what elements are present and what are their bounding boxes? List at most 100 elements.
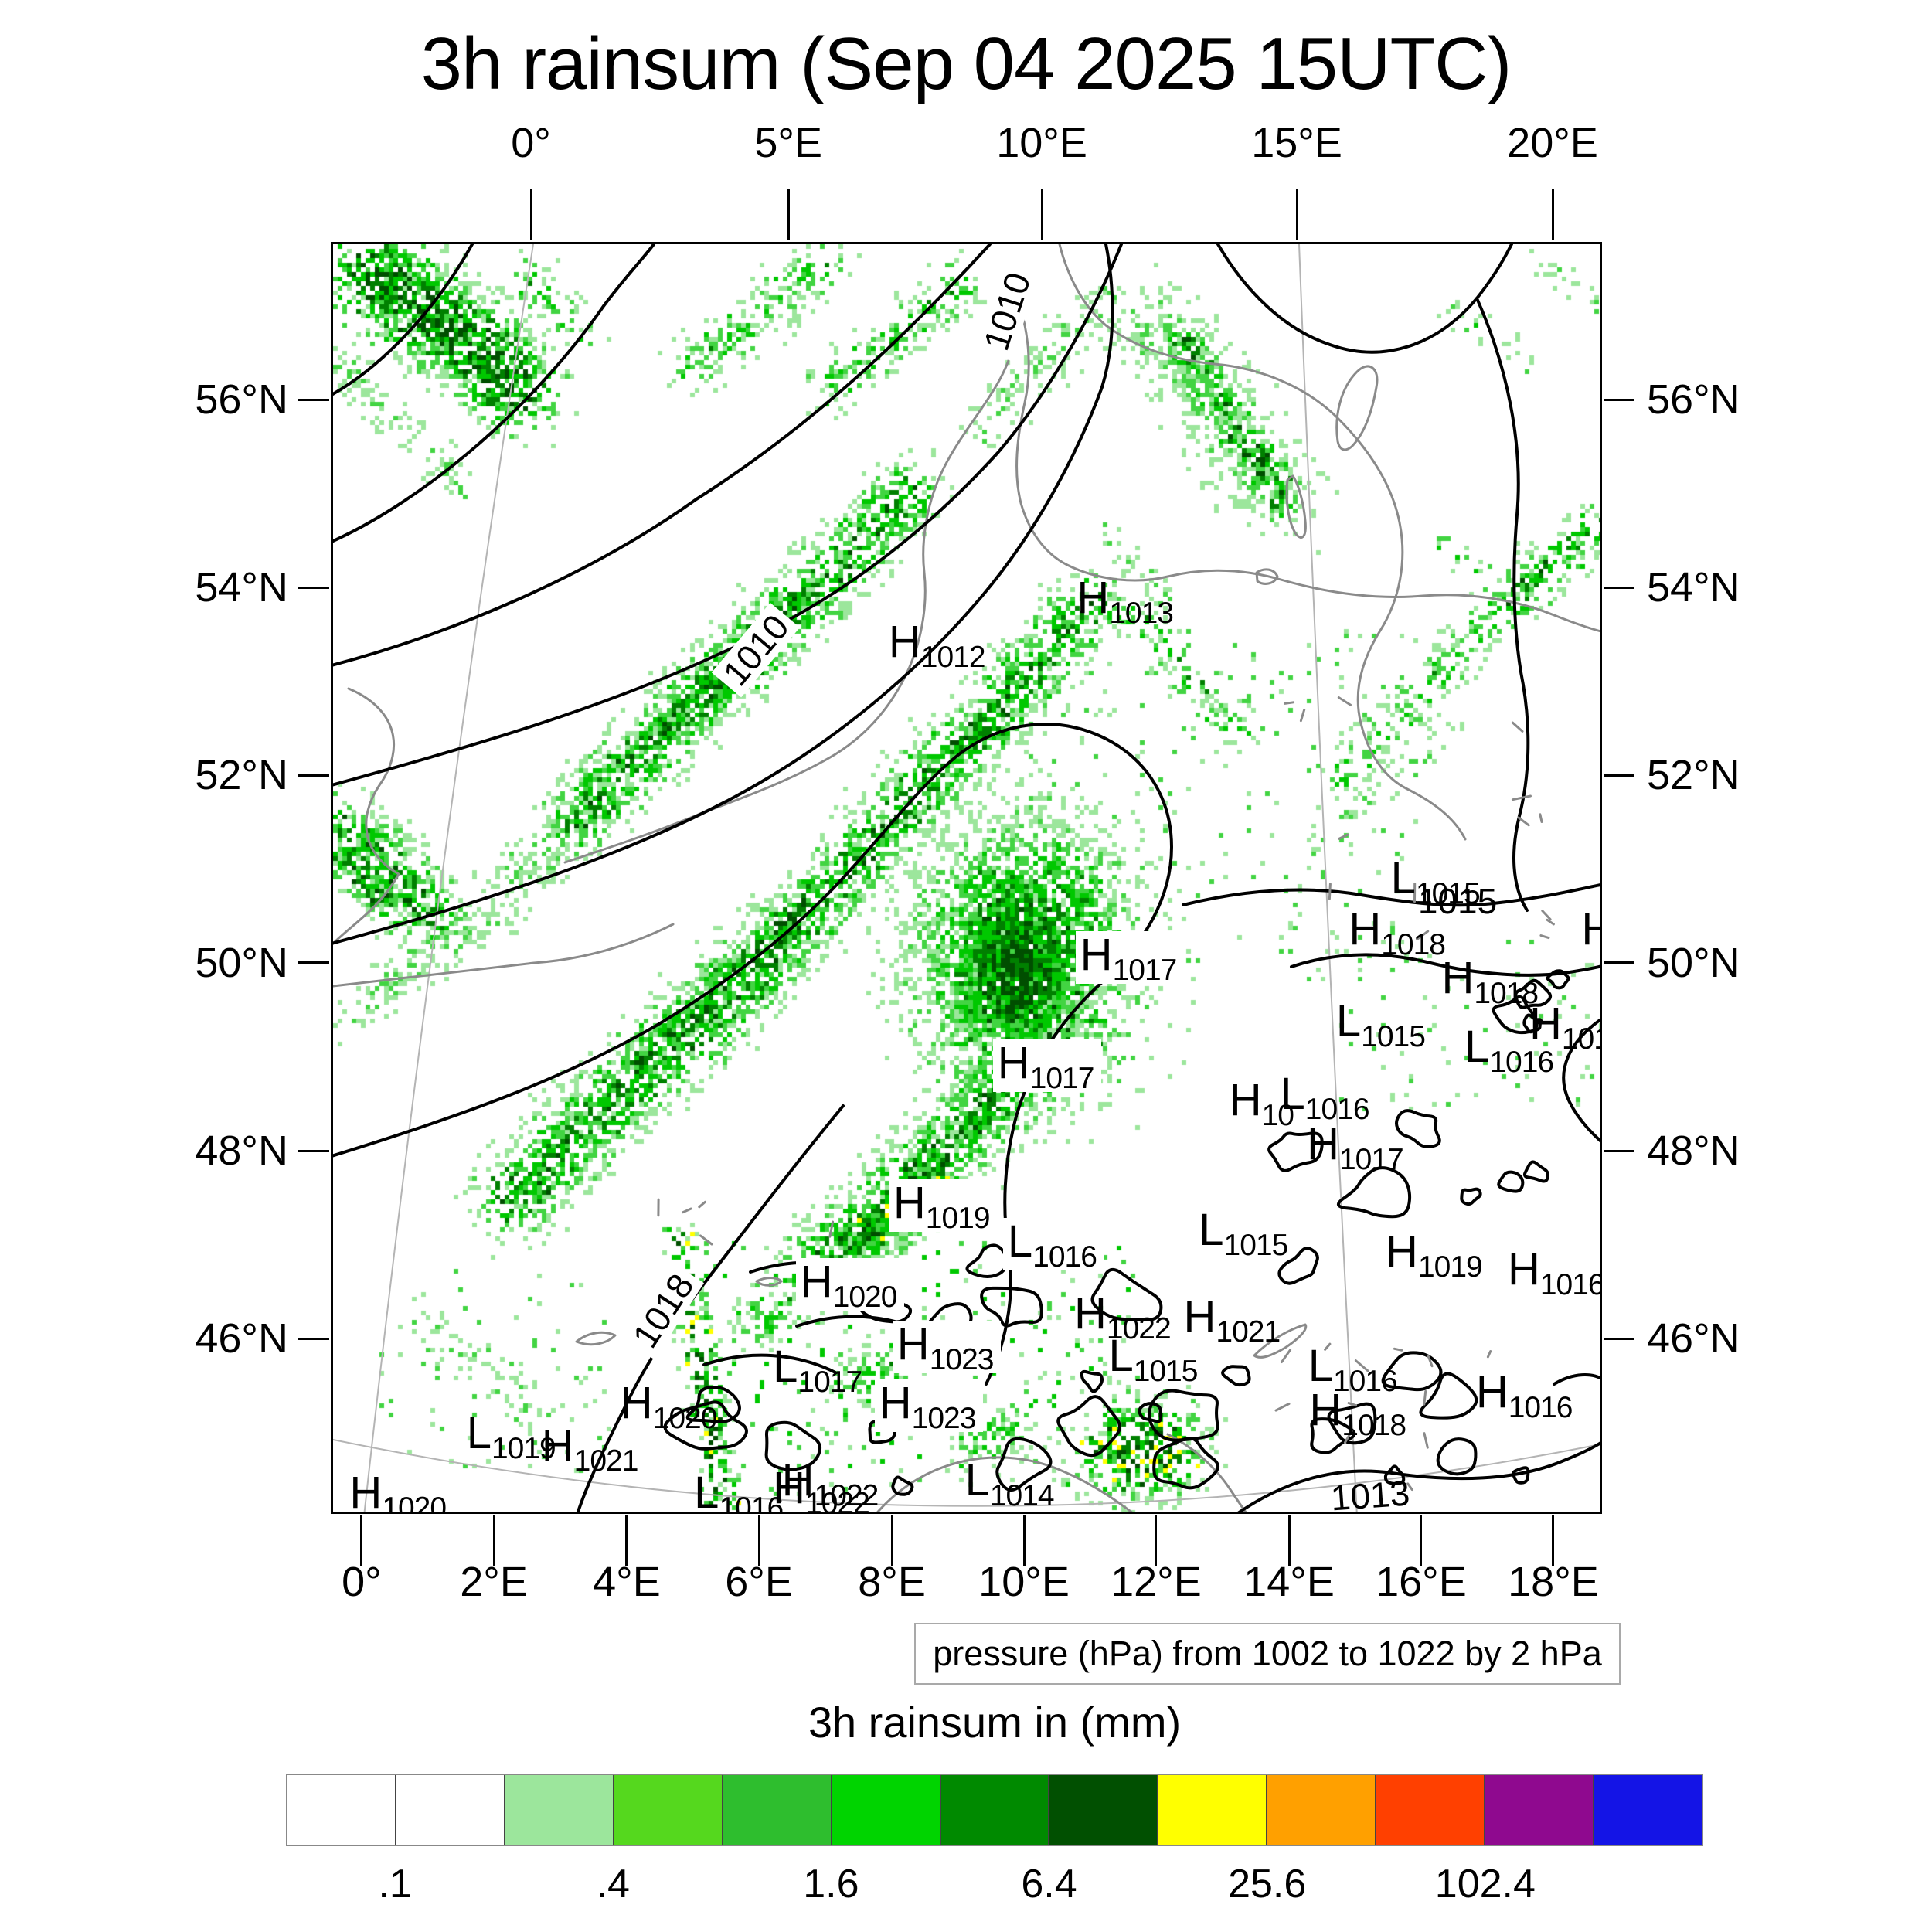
high-pressure-marker: H1017: [992, 1039, 1102, 1094]
high-pressure-marker: H1018: [1529, 1001, 1600, 1054]
top-axis-label: 5°E: [754, 120, 823, 166]
map-panel: H1013H1012L1015H1018H1018H1L1015H1018L10…: [331, 242, 1602, 1514]
isobar: [1216, 244, 1513, 354]
low-pressure-marker: L1014: [965, 1458, 1055, 1511]
axis-tick: [1604, 961, 1634, 964]
isobar-closed: [1267, 1131, 1324, 1172]
high-pressure-marker: H1012: [889, 620, 986, 673]
high-pressure-marker: H1018: [1441, 955, 1539, 1009]
axis-tick: [1420, 1515, 1423, 1566]
low-pressure-marker: L1016: [694, 1468, 784, 1514]
left-axis-label: 56°N: [195, 376, 288, 423]
pressure-value: 1021: [1216, 1315, 1281, 1349]
low-pressure-marker: L1015: [1108, 1333, 1198, 1386]
pressure-letter: L: [694, 1468, 719, 1514]
terrain-dash: [1347, 1402, 1357, 1407]
pressure-value: 1016: [1539, 1267, 1602, 1301]
coastline-northsea-jutland: [563, 297, 1019, 864]
low-pressure-marker: L1019: [467, 1411, 556, 1464]
isobar-closed: [980, 1286, 1043, 1328]
isobar: [1237, 1441, 1600, 1512]
coastline-bornholm: [1255, 568, 1279, 585]
axis-tick: [298, 1337, 329, 1340]
isobar-closed: [1512, 1466, 1530, 1485]
isobar-closed: [1080, 1369, 1104, 1393]
coastline-scandinavia: [1058, 244, 1467, 841]
pressure-value: 1016: [1332, 1364, 1398, 1398]
coastline-lake-balaton: [1253, 1323, 1308, 1359]
terrain-dash: [1511, 794, 1532, 801]
high-pressure-marker: H1023: [892, 1319, 1002, 1375]
isobar: [1182, 883, 1600, 907]
bottom-axis-label: 14°E: [1243, 1559, 1335, 1605]
pressure-letter: H: [879, 1377, 912, 1428]
terrain-dash: [1328, 883, 1332, 900]
isobar-closed: [891, 1475, 914, 1496]
isobar: [333, 244, 655, 543]
right-axis-label: 56°N: [1647, 376, 1740, 423]
colorbar-tick-label: 102.4: [1434, 1862, 1536, 1906]
pressure-value: 1019: [491, 1432, 556, 1465]
graticule-meridian-15E: [1298, 244, 1358, 1512]
isobar-closed: [1492, 995, 1539, 1035]
axis-tick: [298, 961, 329, 964]
isobar-closed: [1436, 1437, 1478, 1476]
pressure-value: 1016: [719, 1492, 784, 1514]
terrain-dash: [1417, 930, 1430, 940]
pressure-letter: H: [1386, 1226, 1418, 1277]
terrain-dash: [1281, 1349, 1292, 1363]
coastline-baltic-south: [1015, 297, 1600, 633]
pressure-value: 1022: [814, 1478, 879, 1512]
terrain-dash: [1511, 721, 1524, 733]
high-pressure-marker: H10: [1230, 1077, 1294, 1131]
high-pressure-marker: H1: [1581, 907, 1600, 952]
isobar-closed: [1090, 1267, 1163, 1321]
pressure-letter: H: [1080, 930, 1113, 981]
pressure-value: 1016: [1032, 1240, 1097, 1274]
low-pressure-marker: L1016: [1002, 1217, 1104, 1272]
pressure-value: 1017: [798, 1366, 862, 1400]
terrain-dash: [828, 1220, 835, 1238]
isobar-closed: [1460, 1187, 1482, 1206]
left-axis-label: 46°N: [195, 1315, 288, 1362]
axis-tick: [298, 774, 329, 777]
pressure-value: 1022: [805, 1486, 870, 1514]
colorbar-segment: [614, 1775, 723, 1845]
left-axis-label: 50°N: [195, 939, 288, 986]
colorbar-segment: [1049, 1775, 1159, 1845]
isobar-1010: [333, 244, 992, 667]
isobar: [1475, 297, 1530, 912]
axis-tick: [492, 1515, 495, 1566]
axis-tick: [757, 1515, 760, 1566]
pressure-letter: L: [773, 1342, 798, 1393]
pressure-letter: H: [896, 1319, 930, 1370]
low-pressure-marker: L1017: [773, 1342, 862, 1398]
isobar-closed: [1522, 1013, 1543, 1034]
left-axis-label: 54°N: [195, 564, 288, 611]
terrain-dash: [1343, 1430, 1353, 1444]
pressure-letter: H: [349, 1468, 383, 1514]
pressure-letter: H: [1183, 1291, 1216, 1342]
colorbar-title: 3h rainsum in (mm): [808, 1698, 1182, 1747]
terrain-dash: [699, 1234, 713, 1246]
right-axis-label: 54°N: [1647, 564, 1740, 611]
left-axis-label: 52°N: [195, 752, 288, 798]
pressure-value: 1019: [1417, 1250, 1483, 1284]
pressure-letter: H: [1529, 998, 1562, 1049]
high-pressure-marker: H1022: [1074, 1291, 1172, 1345]
high-pressure-marker: H1020: [621, 1380, 718, 1434]
right-axis-label: 50°N: [1647, 939, 1740, 986]
right-axis-label: 52°N: [1647, 752, 1740, 798]
pressure-letter: H: [893, 1178, 926, 1229]
terrain-dash: [1539, 934, 1550, 940]
bottom-axis-label: 18°E: [1508, 1559, 1599, 1605]
isobar-closed: [1327, 1402, 1377, 1445]
terrain-dash: [1423, 1389, 1427, 1406]
axis-tick: [1287, 1515, 1291, 1566]
axis-tick: [625, 1515, 628, 1566]
pressure-value: 1019: [925, 1202, 991, 1236]
pressure-letter: L: [1280, 1068, 1305, 1119]
contour-and-coastline-layer: [333, 244, 1600, 1512]
pressure-value: 1020: [382, 1492, 447, 1514]
